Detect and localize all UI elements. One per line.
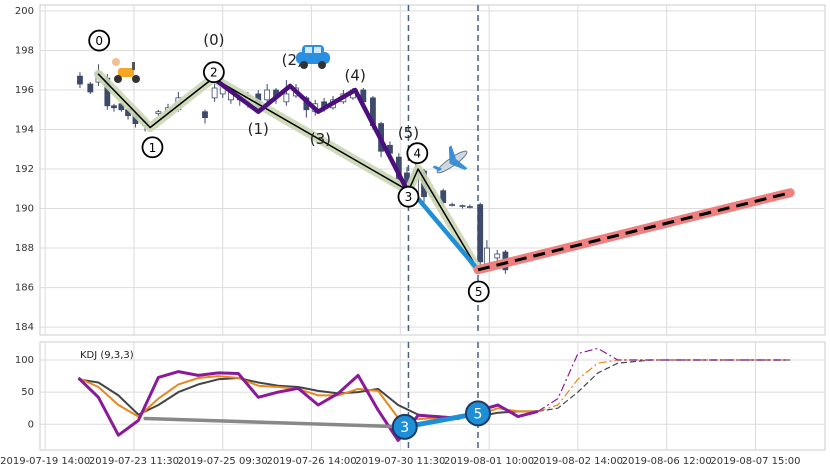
kdj-marker-label: 5	[474, 406, 483, 422]
x-tick-label: 2019-07-26 14:00	[266, 456, 356, 467]
plane-icon	[432, 145, 468, 174]
wave-line	[97, 73, 479, 271]
y-tick-label: 184	[15, 322, 34, 333]
wave-circle	[88, 29, 111, 52]
y-tick-label: 100	[15, 355, 34, 366]
y-tick-label: 200	[15, 6, 34, 17]
kdj-forecast-line	[537, 347, 791, 412]
y-tick-label: 198	[15, 45, 34, 56]
x-tick-label: 2019-08-02 14:00	[533, 456, 623, 467]
candle-body	[459, 205, 466, 207]
candle-body	[264, 89, 271, 101]
candle-body	[87, 83, 94, 93]
y-tick-label: 0	[28, 419, 34, 430]
x-tick-label: 2019-07-30 11:30	[355, 456, 445, 467]
wave-circle-label: 1	[149, 141, 157, 155]
panel-title: KDJ (9,3,3)	[80, 350, 134, 361]
wave-circle	[467, 280, 490, 303]
wave-circle-label: 3	[405, 190, 413, 204]
wave-label: (1)	[248, 120, 269, 138]
candle-body	[111, 105, 117, 109]
candle-body	[202, 111, 208, 119]
x-tick-label: 2019-08-07 15:00	[710, 456, 800, 467]
candle-body	[483, 247, 490, 265]
wave-circle	[406, 142, 429, 165]
candle-body	[77, 75, 83, 85]
wave-circle-label: 5	[475, 285, 483, 299]
wave-circle	[202, 61, 225, 84]
y-tick-label: 186	[15, 283, 34, 294]
wave-line	[415, 196, 481, 273]
y-tick-label: 192	[15, 164, 34, 175]
kdj-panel	[39, 341, 826, 451]
y-tick-label: 196	[15, 85, 34, 96]
wave-circle	[397, 185, 420, 208]
wave-circle-label: 4	[414, 147, 422, 161]
x-tick-label: 2019-08-01 10:00	[444, 456, 534, 467]
kdj-marker-label: 3	[400, 420, 409, 436]
candle-body	[449, 204, 456, 206]
kdj-marker	[391, 413, 418, 440]
x-tick-label: 2019-07-25 09:30	[178, 456, 268, 467]
kdj-connector	[143, 416, 407, 429]
car-icon	[296, 45, 330, 69]
x-tick-label: 2019-07-19 14:00	[0, 456, 90, 467]
y-tick-label: 188	[15, 243, 34, 254]
y-tick-label: 190	[15, 204, 34, 215]
wave-line	[477, 191, 791, 272]
wave-circle-label: 0	[95, 34, 103, 48]
wave-label: (0)	[203, 31, 224, 49]
wave-line	[210, 75, 411, 195]
plot-layer: 1841861881901921941961982000501002019-07…	[0, 5, 825, 467]
y-tick-label: 194	[15, 124, 34, 135]
candle-body	[211, 87, 218, 99]
price-panel	[39, 4, 826, 336]
candle-body	[283, 93, 290, 103]
candle-body	[155, 111, 162, 115]
wave-circle	[141, 136, 164, 159]
wave-circle-label: 2	[210, 66, 218, 80]
wave-label: (4)	[345, 67, 366, 85]
scooter-icon	[112, 58, 140, 83]
x-tick-label: 2019-08-06 12:00	[622, 456, 712, 467]
candle-body	[494, 253, 501, 259]
candle-body	[477, 204, 484, 263]
x-tick-label: 2019-07-23 11:30	[89, 456, 179, 467]
y-tick-label: 50	[21, 387, 34, 398]
kdj-marker	[465, 400, 492, 427]
wave-label: (5)	[398, 124, 419, 142]
candle-body	[466, 206, 473, 208]
wave-label: (3)	[310, 130, 331, 148]
